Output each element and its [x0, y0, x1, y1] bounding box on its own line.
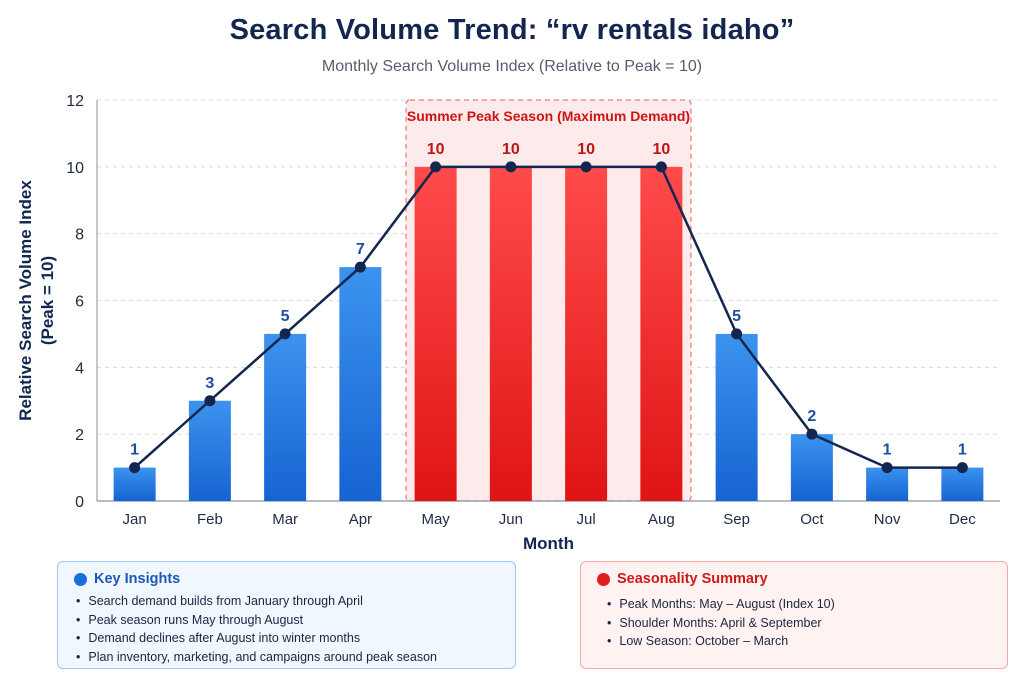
- list-item: Demand declines after August into winter…: [76, 629, 499, 648]
- key-insights-header: Key Insights: [74, 571, 499, 587]
- y-tick-label: 2: [75, 427, 84, 444]
- seasonality-summary-header: Seasonality Summary: [597, 571, 991, 587]
- data-label: 1: [130, 442, 139, 459]
- x-tick-label: Jun: [499, 511, 523, 528]
- bar: [264, 333, 307, 501]
- peak-bar: [489, 166, 532, 502]
- y-axis-title: Relative Search Volume Index (Peak = 10): [16, 180, 57, 421]
- trend-point: [731, 328, 743, 340]
- x-axis-title: Month: [523, 534, 574, 553]
- trend-point: [806, 428, 818, 440]
- data-label: 5: [281, 308, 290, 325]
- x-tick-label: Apr: [349, 511, 372, 528]
- bar: [188, 400, 231, 501]
- x-tick-label: Dec: [949, 511, 976, 528]
- data-label: 10: [427, 141, 445, 158]
- list-item: Low Season: October – March: [607, 632, 991, 651]
- chart-subtitle: Monthly Search Volume Index (Relative to…: [321, 58, 703, 75]
- x-tick-label: May: [421, 511, 450, 528]
- peak-bar: [414, 166, 457, 502]
- trend-line: [133, 165, 963, 469]
- peak-season-label: Summer Peak Season (Maximum Demand): [407, 108, 690, 124]
- x-tick-label: Aug: [648, 511, 675, 528]
- trend-point: [956, 462, 968, 474]
- x-tick-label: Feb: [197, 511, 223, 528]
- data-label: 1: [883, 442, 892, 459]
- x-tick-label: Sep: [723, 511, 750, 528]
- x-tick-label: Jul: [577, 511, 596, 528]
- trend-point: [881, 462, 893, 474]
- peak-bar: [565, 166, 608, 502]
- bar: [715, 333, 758, 501]
- key-insights-list: Search demand builds from January throug…: [74, 592, 499, 666]
- bar: [866, 467, 909, 501]
- trend-point: [580, 161, 592, 173]
- trend-point: [505, 161, 517, 173]
- y-tick-label: 4: [75, 360, 84, 377]
- y-axis-title-line: Relative Search Volume Index: [16, 180, 35, 421]
- seasonality-summary-list: Peak Months: May – August (Index 10) Sho…: [597, 595, 991, 651]
- key-insights-panel: Key Insights Search demand builds from J…: [57, 561, 516, 669]
- y-tick-label: 6: [75, 294, 84, 311]
- data-label: 1: [958, 442, 967, 459]
- seasonality-summary-heading: Seasonality Summary: [617, 571, 768, 587]
- y-tick-label: 0: [75, 494, 84, 511]
- data-label: 7: [356, 241, 365, 258]
- trend-point: [354, 261, 366, 273]
- y-axis-title-line: (Peak = 10): [38, 256, 57, 345]
- trend-point: [655, 161, 667, 173]
- data-label: 3: [205, 375, 214, 392]
- list-item: Peak season runs May through August: [76, 611, 499, 630]
- y-tick-label: 10: [66, 160, 84, 177]
- trend-point: [129, 462, 141, 474]
- key-insights-heading: Key Insights: [94, 571, 181, 587]
- y-tick-label: 12: [66, 93, 84, 110]
- bar: [941, 467, 984, 501]
- trend-point: [204, 395, 216, 407]
- list-item: Search demand builds from January throug…: [76, 592, 499, 611]
- seasonality-summary-panel: Seasonality Summary Peak Months: May – A…: [580, 561, 1008, 669]
- chart-title: Search Volume Trend: “rv rentals idaho”: [229, 14, 795, 46]
- trend-point: [430, 161, 442, 173]
- x-tick-label: Jan: [123, 511, 147, 528]
- y-tick-label: 8: [75, 227, 84, 244]
- bar: [339, 267, 382, 501]
- blue-bullet-icon: [74, 572, 87, 586]
- trend-point: [279, 328, 291, 340]
- list-item: Plan inventory, marketing, and campaigns…: [76, 648, 499, 667]
- data-label: 10: [652, 141, 670, 158]
- list-item: Shoulder Months: April & September: [607, 614, 991, 633]
- x-tick-label: Nov: [874, 511, 901, 528]
- peak-bar: [640, 166, 683, 502]
- red-bullet-icon: [597, 572, 610, 586]
- bar: [113, 467, 156, 501]
- x-tick-label: Oct: [800, 511, 824, 528]
- data-label: 10: [502, 141, 520, 158]
- data-label: 2: [807, 408, 816, 425]
- x-tick-label: Mar: [272, 511, 298, 528]
- data-label: 5: [732, 308, 741, 325]
- data-label: 10: [577, 141, 595, 158]
- bar: [790, 434, 833, 501]
- list-item: Peak Months: May – August (Index 10): [607, 595, 991, 614]
